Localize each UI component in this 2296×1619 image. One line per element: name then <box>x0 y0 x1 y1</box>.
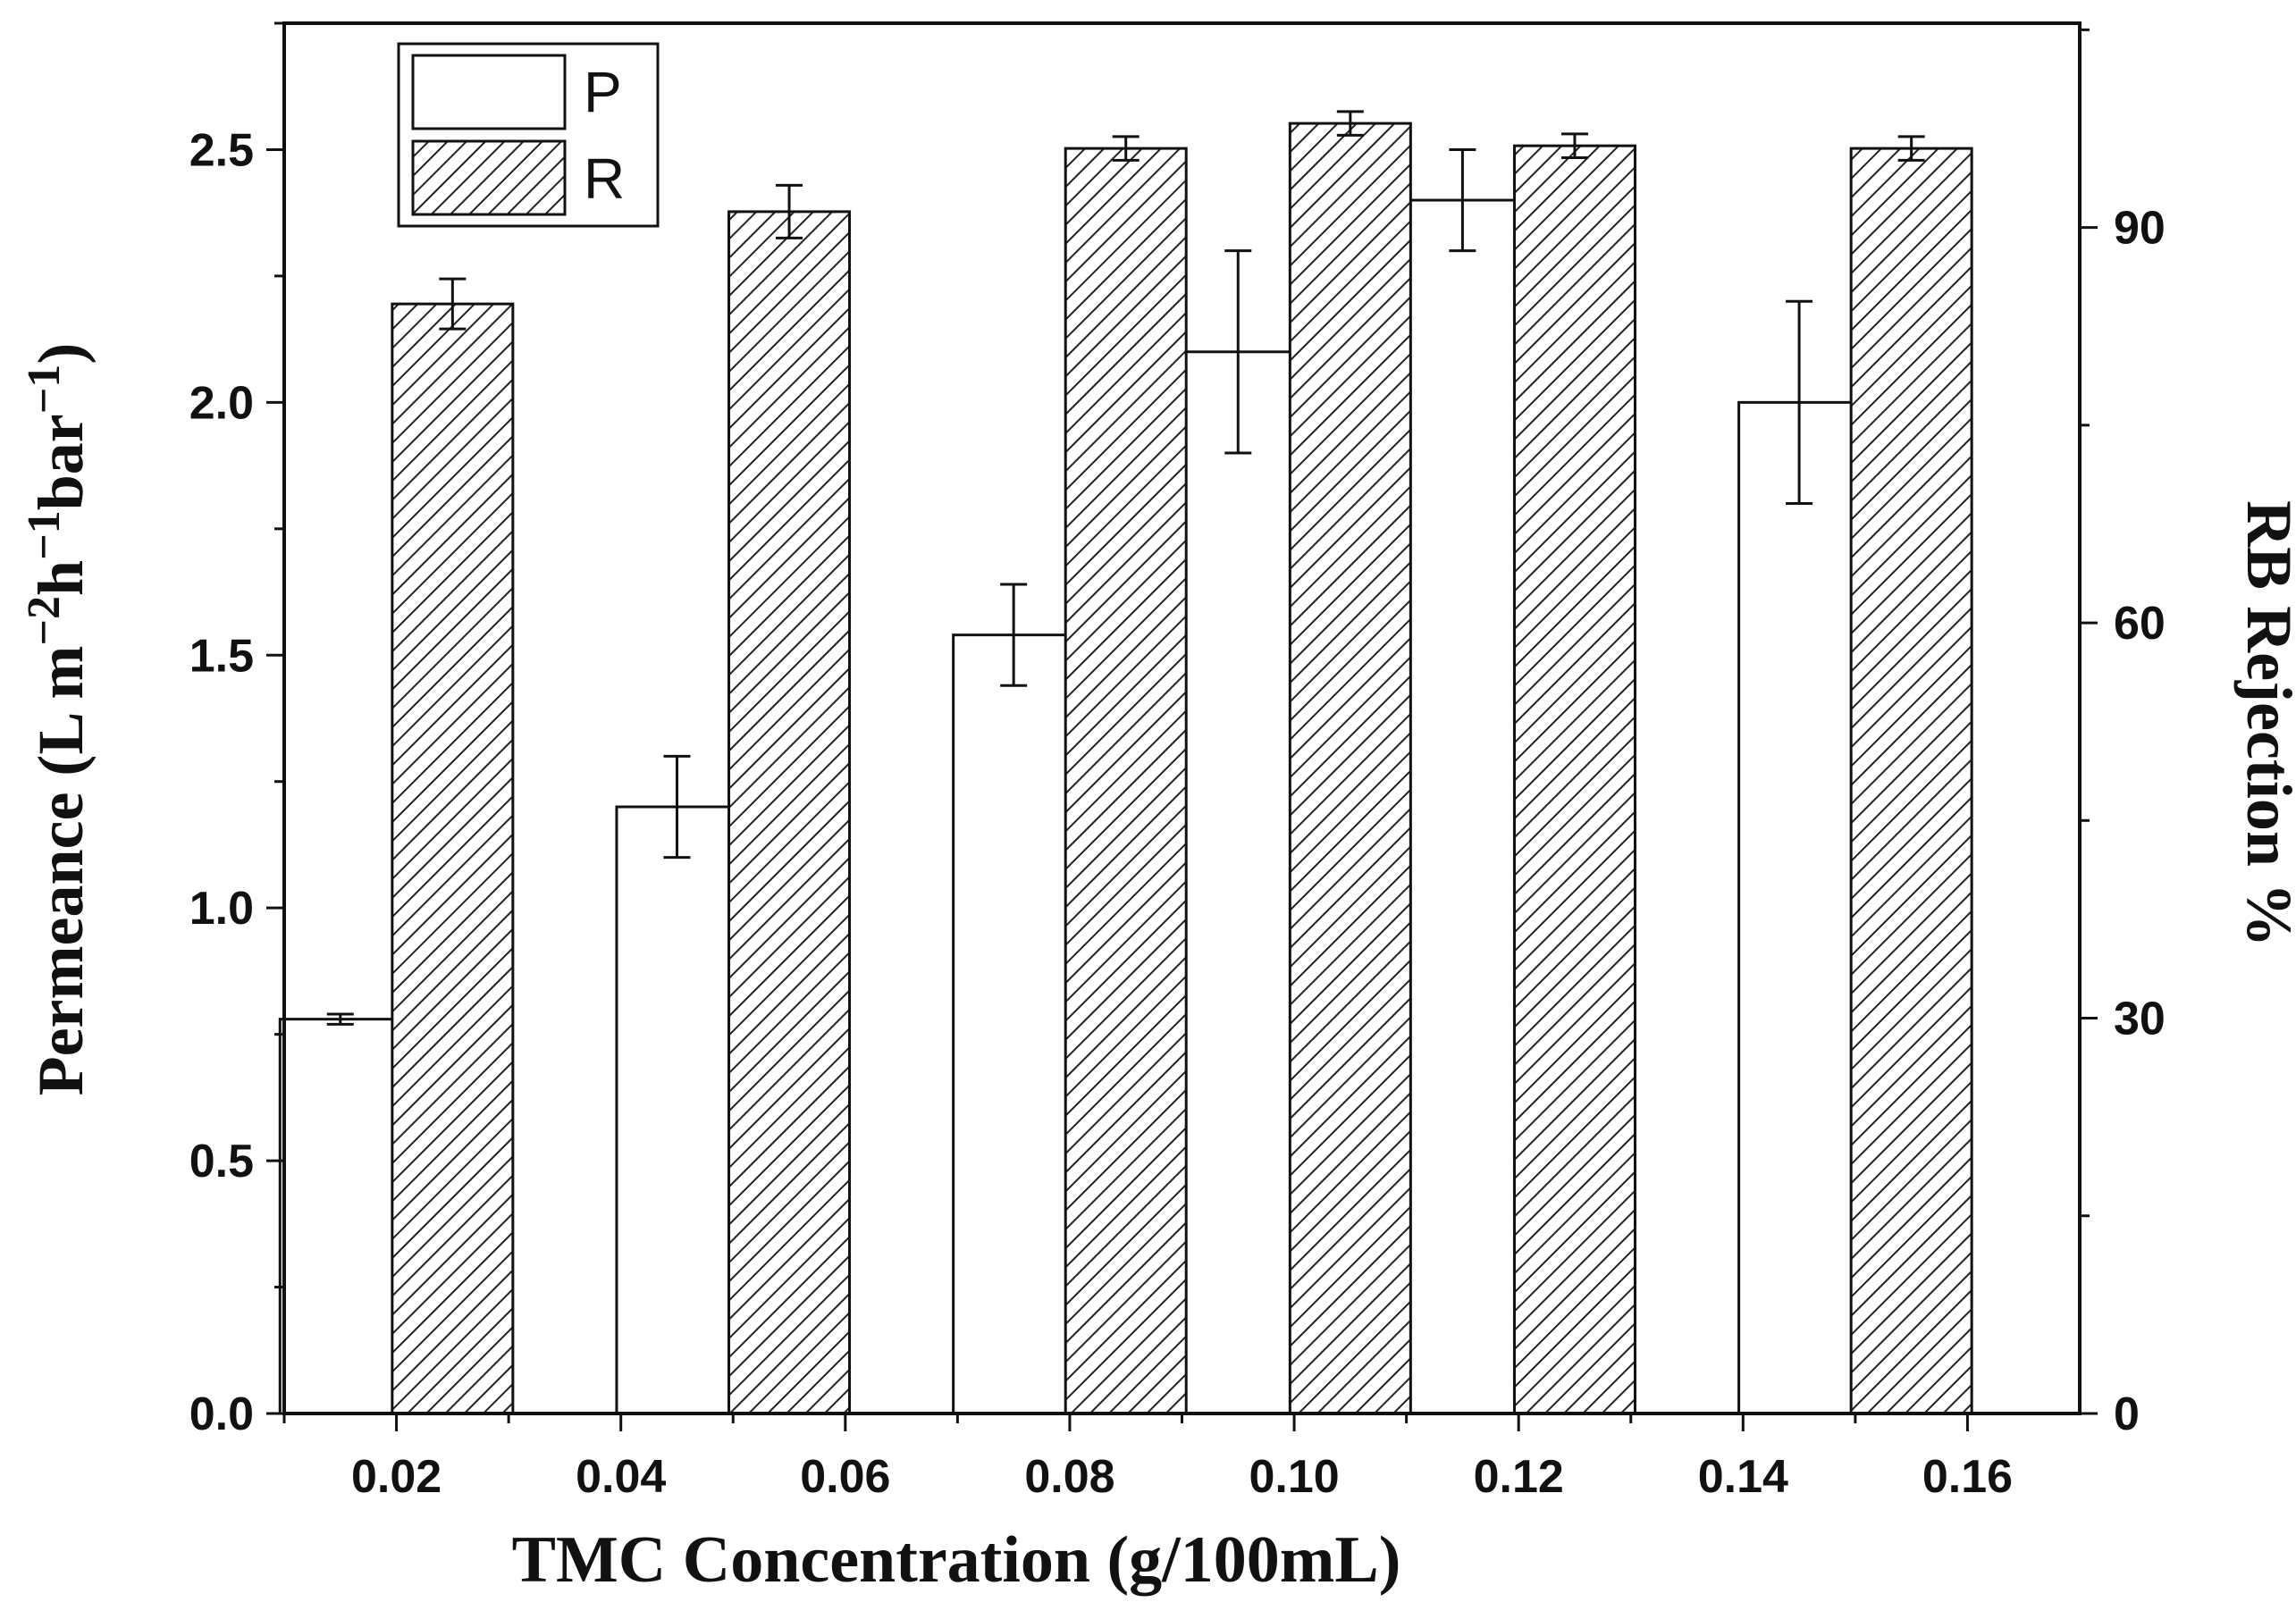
legend-label-r: R <box>584 147 625 211</box>
bar-r-3 <box>1288 122 1412 1415</box>
error-bar-r-4 <box>1560 132 1588 159</box>
y2-tick-label-3: 90 <box>2114 203 2166 255</box>
bar-p-1 <box>615 805 739 1415</box>
bar-r-0 <box>391 302 515 1415</box>
error-bar-p-5 <box>1786 299 1813 506</box>
x-tick-label-0: 0.02 <box>351 1451 442 1503</box>
y-tick-label-0: 0.0 <box>189 1388 254 1440</box>
y-tick-label-1: 0.5 <box>189 1136 254 1187</box>
error-bar-p-2 <box>1000 583 1028 687</box>
error-bar-r-1 <box>776 183 803 239</box>
bar-p-2 <box>952 633 1076 1415</box>
x-axis-title: TMC Concentration (g/100mL) <box>512 1523 1401 1597</box>
y-axis-title: Permeance (L m−2h−1bar−1) <box>19 343 97 1096</box>
error-bar-r-5 <box>1897 135 1925 162</box>
x-tick-label-7: 0.16 <box>1922 1451 2013 1503</box>
bar-p-0 <box>278 1018 402 1415</box>
y-tick-label-4: 2.0 <box>189 377 254 429</box>
legend-swatch-r <box>411 139 567 216</box>
legend-swatch-p <box>411 54 567 130</box>
error-bar-p-1 <box>663 754 691 860</box>
bar-r-2 <box>1064 147 1188 1415</box>
y-tick-label-2: 1.0 <box>189 883 254 935</box>
error-bar-p-4 <box>1449 147 1476 253</box>
y-axis-title-mid2: bar <box>25 414 97 510</box>
y2-tick-label-1: 30 <box>2114 994 2166 1045</box>
y-axis-title-end: ) <box>25 343 97 365</box>
error-bar-p-3 <box>1224 249 1252 455</box>
error-bar-r-2 <box>1112 135 1140 162</box>
y2-tick-label-0: 0 <box>2114 1388 2140 1440</box>
y-tick-label-3: 1.5 <box>189 630 254 682</box>
x-tick-label-2: 0.06 <box>800 1451 890 1503</box>
error-bars-layer <box>326 110 1925 1026</box>
x-tick-label-4: 0.10 <box>1249 1451 1339 1503</box>
error-bar-r-3 <box>1336 110 1364 137</box>
bar-r-1 <box>727 210 852 1415</box>
y2-tick-label-2: 60 <box>2114 598 2166 650</box>
x-tick-label-5: 0.12 <box>1474 1451 1564 1503</box>
x-tick-label-1: 0.04 <box>576 1451 666 1503</box>
axes-layer: 0.02 0.04 0.06 0.08 0.10 0.12 0.14 0.16 0.0 0.5 1.… <box>189 21 2166 1503</box>
error-bar-r-0 <box>439 277 467 331</box>
error-bar-p-0 <box>326 1012 354 1026</box>
legend: P R <box>397 42 660 228</box>
y2-axis-title: RB Rejection % <box>2233 500 2296 947</box>
bar-r-4 <box>1512 144 1636 1415</box>
bar-p-4 <box>1400 198 1525 1415</box>
y-axis-title-main: Permeance (L m <box>25 646 97 1096</box>
bar-p-5 <box>1737 400 1862 1415</box>
y-axis-title-sup1: −2 <box>19 596 70 646</box>
x-tick-label-6: 0.14 <box>1698 1451 1788 1503</box>
bars-layer <box>278 122 1973 1415</box>
bar-p-3 <box>1176 350 1300 1415</box>
x-tick-label-3: 0.08 <box>1024 1451 1114 1503</box>
y-tick-label-5: 2.5 <box>189 124 254 176</box>
bar-r-5 <box>1849 147 1973 1415</box>
legend-label-p: P <box>584 60 622 124</box>
y-axis-title-mid1: h <box>25 560 97 596</box>
y-axis-title-sup2: −1 <box>19 510 70 560</box>
y-axis-title-sup3: −1 <box>19 365 70 415</box>
